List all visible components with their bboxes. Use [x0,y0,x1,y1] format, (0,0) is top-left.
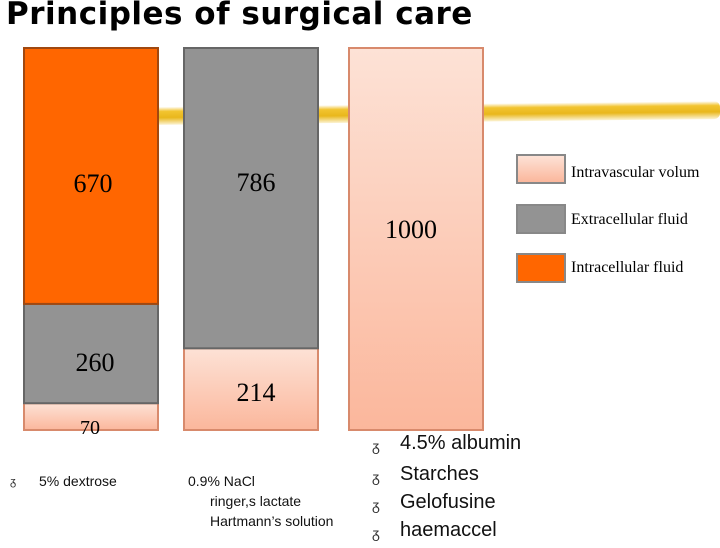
caption-item: ᵹ 5% dextrose [10,471,117,491]
caption-item: ᵹ Gelofusine [372,488,521,516]
legend-swatch-extracellular [516,204,566,234]
bar-intracellular-1 [23,47,159,305]
bar-intravascular-2 [183,347,319,431]
bar-intravascular-3 [348,47,484,431]
legend-label-intravascular: Intravascular volum [571,164,700,181]
caption-item: Hartmann’s solution [210,513,334,529]
bar-extracellular-2 [183,47,319,350]
data-label-extracellular-1: 260 [76,348,115,377]
legend-label-extracellular: Extracellular fluid [571,211,688,228]
data-label-intravascular-2: 214 [237,378,276,407]
data-label-intracellular-1: 670 [74,169,113,198]
caption-item: ᵹ haemaccel [372,516,521,544]
page-title: Principles of surgical care [6,0,473,32]
legend-swatch-intracellular [516,253,566,283]
caption-item: ᵹ 4.5% albumin [372,429,521,457]
bullet-icon: ᵹ [10,475,17,488]
caption-item: ᵹ Starches [372,460,521,488]
caption-item: 0.9% NaCl [188,473,255,489]
bullet-icon: ᵹ [372,526,380,542]
caption-list-crystalloids: 0.9% NaCl ringer,s lactate Hartmann’s so… [159,471,333,531]
bullet-icon: ᵹ [372,498,380,514]
legend-swatch-intravascular [516,154,566,184]
data-label-intravascular-3: 1000 [385,215,437,244]
caption-item: ringer,s lactate [210,493,302,509]
bar-intravascular-1 [23,402,159,431]
bullet-icon: ᵹ [372,439,380,455]
bullet-icon: ᵹ [372,470,380,486]
data-label-intravascular-1: 70 [80,417,100,439]
caption-list-dextrose: ᵹ 5% dextrose [10,471,117,491]
caption-list-colloids: ᵹ 4.5% albumin ᵹ Starches ᵹ Gelofusine ᵹ hae… [372,429,521,544]
legend-label-intracellular: Intracellular fluid [571,259,684,276]
data-label-extracellular-2: 786 [237,168,276,197]
